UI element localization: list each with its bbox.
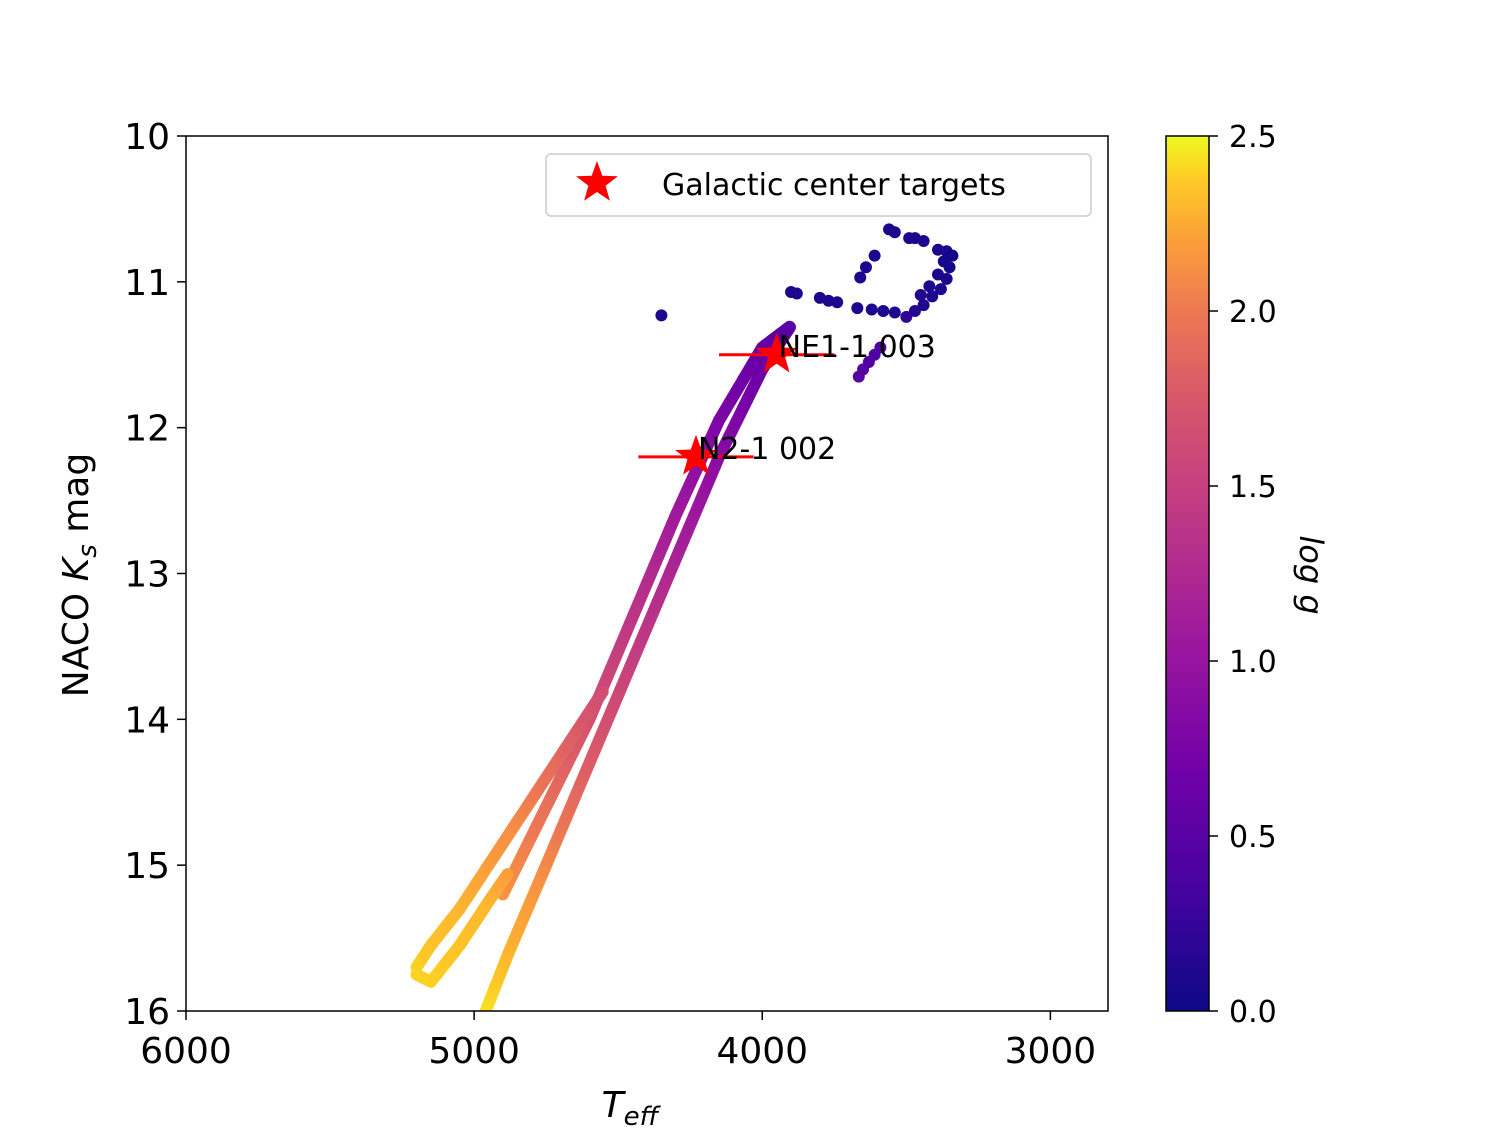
- agb-point: [831, 296, 844, 309]
- agb-point: [877, 305, 890, 317]
- x-axis-label-sub: eff: [624, 1102, 662, 1132]
- tp-agb-point: [917, 299, 930, 312]
- colorbar-tick-label: 0.0: [1229, 995, 1277, 1030]
- tp-agb-point: [900, 310, 913, 323]
- loop-track-point: [596, 685, 609, 698]
- legend-box: [545, 153, 1092, 217]
- agb-point: [888, 226, 901, 239]
- x-tick-label: 5000: [428, 1031, 520, 1072]
- tp-agb-point: [923, 280, 936, 293]
- legend-label: Galactic center targets: [662, 168, 1006, 203]
- loop-track: [410, 685, 609, 974]
- y-tick-label: 12: [124, 409, 170, 450]
- x-tick-label: 3000: [1005, 1031, 1097, 1072]
- target-label: NE1-1 003: [779, 330, 936, 365]
- agb-point: [865, 303, 878, 316]
- y-axis-label-suffix: mag: [56, 453, 97, 544]
- colorbar-tick-label: 2.5: [1229, 120, 1277, 155]
- agb-point: [851, 302, 864, 315]
- x-axis-ticks: 6000 5000 4000 3000: [140, 1011, 1096, 1072]
- y-axis-label-var: K: [56, 555, 97, 581]
- tp-agb-point: [914, 288, 927, 301]
- colorbar-ticks: 0.0 0.5 1.0 1.5 2.0 2.5: [1209, 120, 1277, 1030]
- legend-star-icon: [576, 161, 618, 201]
- y-axis-ticks: 10 11 12 13 14 15 16: [124, 117, 186, 1033]
- isochrone-track-upper-point: [783, 320, 796, 333]
- y-axis-label-prefix: NACO: [56, 581, 97, 697]
- target-star-icon: [675, 434, 717, 475]
- x-axis-label-main: T: [602, 1085, 627, 1126]
- loop-track-lower: [410, 868, 514, 988]
- agb-point: [859, 261, 872, 274]
- y-tick-label: 14: [124, 700, 170, 741]
- colorbar-tick-label: 1.0: [1229, 645, 1277, 680]
- agb-point: [888, 306, 901, 319]
- x-axis-label: Teff: [602, 1085, 662, 1132]
- tp-agb-point: [932, 268, 945, 281]
- tp-agb-point: [934, 283, 947, 296]
- y-tick-label: 13: [124, 555, 170, 596]
- agb-point: [655, 309, 668, 322]
- colorbar-tick-label: 2.0: [1229, 295, 1277, 330]
- plot-data: [410, 223, 959, 1011]
- legend: Galactic center targets: [545, 153, 1092, 217]
- agb-point: [854, 271, 867, 284]
- colorbar-tick-label: 1.5: [1229, 470, 1277, 505]
- isochrone-track-upper: [496, 320, 796, 901]
- y-tick-label: 10: [124, 117, 170, 158]
- tp-agb-point: [926, 290, 939, 303]
- colorbar: 0.0 0.5 1.0 1.5 2.0 2.5 log g: [1165, 120, 1330, 1030]
- colorbar-tick-label: 0.5: [1229, 820, 1277, 855]
- hook-point: [852, 370, 865, 383]
- target-marker: NE1-1 003: [719, 330, 936, 373]
- y-tick-label: 11: [124, 263, 170, 304]
- target-label: N2-1 002: [698, 432, 836, 467]
- y-axis-label: NACO Ks mag: [56, 453, 103, 697]
- x-tick-label: 6000: [140, 1031, 232, 1072]
- loop-track-lower-point: [501, 868, 514, 881]
- colorbar-gradient: [1165, 135, 1210, 1012]
- agb-point: [868, 249, 881, 262]
- tp-agb-point: [908, 305, 921, 317]
- x-tick-label: 4000: [716, 1031, 808, 1072]
- tp-agb-point: [946, 249, 959, 262]
- colorbar-label: log g: [1292, 535, 1330, 614]
- y-tick-label: 15: [124, 846, 170, 887]
- agb-point: [917, 235, 930, 247]
- tp-agb-point: [937, 255, 950, 268]
- y-axis-label-sub: s: [73, 544, 103, 558]
- y-tick-label: 16: [124, 992, 170, 1033]
- isochrone-track: [479, 321, 796, 1011]
- target-marker: N2-1 002: [638, 432, 836, 475]
- agb-point: [790, 287, 803, 300]
- target-star-icon: [755, 332, 798, 373]
